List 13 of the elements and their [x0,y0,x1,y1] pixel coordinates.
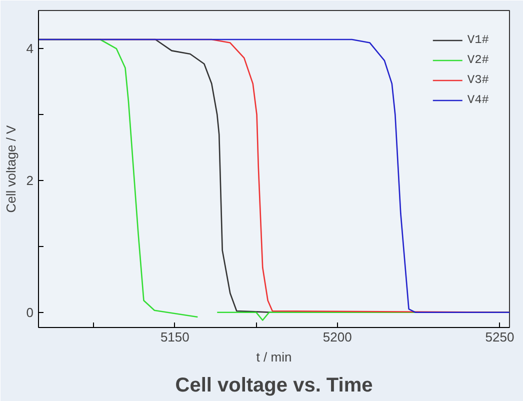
y-tick-label: 0 [26,304,34,320]
x-tick-label: 5250 [485,330,514,344]
y-tick-label: 4 [26,41,34,56]
legend-label: V2# [467,53,489,67]
x-axis-title: t / min [256,350,292,364]
legend-label: V4# [467,93,489,107]
legend-label: V1# [467,33,489,47]
text: Cell voltage vs. Time [175,374,373,396]
y-axis-title: Cell voltage / V [3,124,18,213]
x-tick-label: 5150 [160,330,190,344]
y-tick-label: 2 [26,173,34,188]
legend-label: V3# [467,73,489,87]
x-tick-label: 5200 [322,330,352,344]
